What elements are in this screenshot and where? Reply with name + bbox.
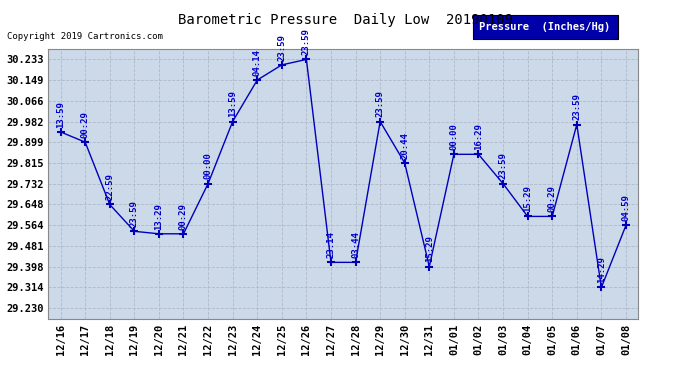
Text: 03:44: 03:44: [351, 231, 360, 258]
Text: 22:59: 22:59: [106, 174, 115, 200]
Text: 00:00: 00:00: [449, 123, 458, 150]
Text: Copyright 2019 Cartronics.com: Copyright 2019 Cartronics.com: [7, 32, 163, 41]
Text: 15:29: 15:29: [425, 236, 434, 262]
Text: 04:59: 04:59: [622, 194, 631, 221]
Text: 16:29: 16:29: [474, 123, 483, 150]
Text: 13:59: 13:59: [228, 90, 237, 117]
Text: 23:59: 23:59: [499, 153, 508, 180]
Text: 04:14: 04:14: [253, 49, 262, 76]
Text: Pressure  (Inches/Hg): Pressure (Inches/Hg): [480, 22, 611, 32]
Text: 00:00: 00:00: [204, 153, 213, 180]
Text: 23:59: 23:59: [277, 34, 286, 61]
Text: 00:29: 00:29: [548, 185, 557, 212]
Text: 13:29: 13:29: [155, 203, 164, 229]
Text: 23:14: 23:14: [326, 231, 335, 258]
Text: 13:59: 13:59: [56, 101, 65, 128]
Text: 00:29: 00:29: [179, 203, 188, 229]
Text: 23:59: 23:59: [130, 200, 139, 227]
Text: 23:59: 23:59: [375, 90, 384, 117]
Text: 00:29: 00:29: [81, 111, 90, 138]
Text: Barometric Pressure  Daily Low  20190109: Barometric Pressure Daily Low 20190109: [177, 13, 513, 27]
Text: 23:59: 23:59: [302, 28, 311, 55]
Text: 20:44: 20:44: [400, 132, 409, 159]
Text: 14:29: 14:29: [597, 256, 606, 283]
Text: 23:59: 23:59: [572, 93, 581, 120]
Text: 15:29: 15:29: [523, 185, 532, 212]
